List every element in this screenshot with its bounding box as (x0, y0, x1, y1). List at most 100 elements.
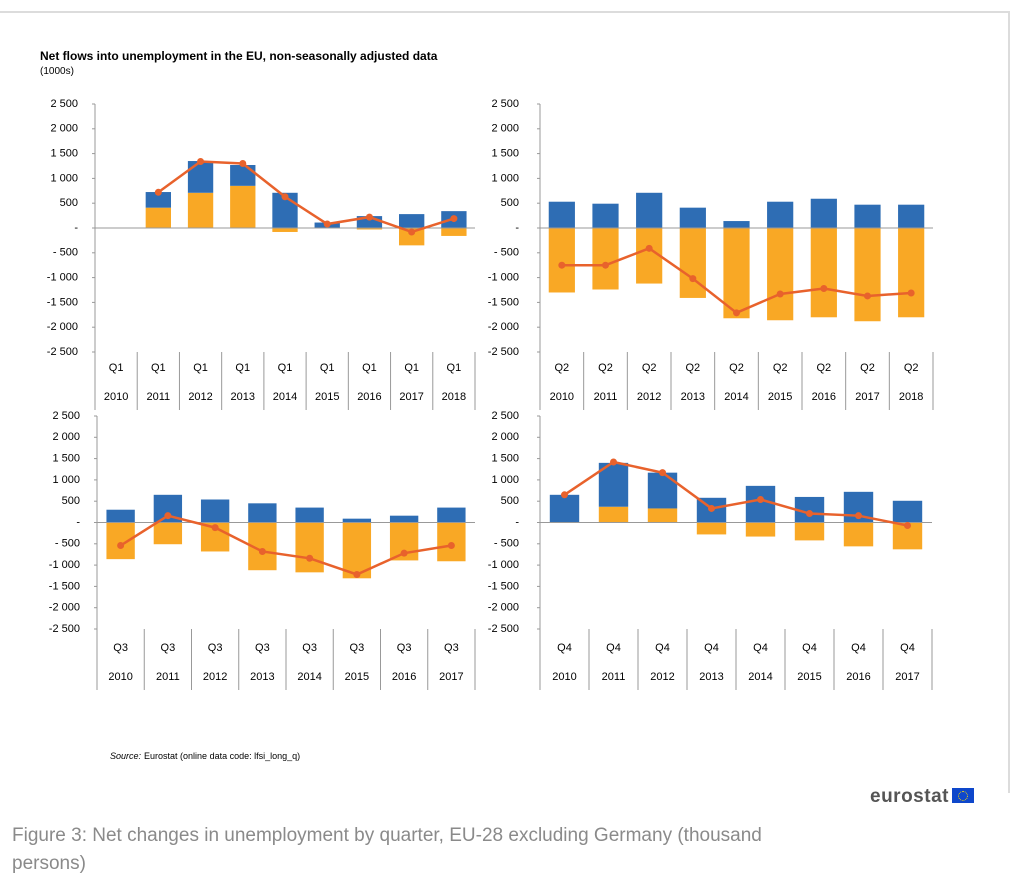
x-tick-label: 2012 (188, 391, 212, 403)
x-tick-label: 2010 (108, 671, 132, 683)
flag (951, 788, 974, 803)
x-tick-label: Q2 (816, 362, 831, 374)
y-tick-label: 2 000 (491, 123, 519, 135)
x-tick-label: 2016 (357, 391, 381, 403)
bar (106, 522, 135, 560)
x-tick-label: 2012 (637, 391, 661, 403)
bar (106, 509, 135, 523)
x-tick-label: 2015 (797, 671, 821, 683)
y-tick-label: 2 500 (50, 98, 78, 110)
line-marker (281, 193, 289, 201)
bar (696, 522, 727, 535)
bar (441, 228, 467, 236)
x-tick-label: Q4 (606, 642, 621, 654)
line-marker (400, 549, 408, 557)
x-tick-label: 2017 (399, 391, 423, 403)
bar (356, 228, 383, 230)
x-tick-label: Q3 (397, 642, 412, 654)
x-tick-label: 2014 (748, 671, 772, 683)
line-marker (450, 215, 458, 223)
line-marker (689, 275, 697, 283)
line-marker (602, 261, 609, 269)
bar (810, 198, 837, 228)
unit-label: (1000s) (40, 66, 74, 77)
bar (810, 228, 837, 318)
source-text: Eurostat (online data code: lfsi_long_q) (144, 751, 301, 761)
y-tick-label: -1 500 (47, 296, 78, 308)
y-tick-label: -1 000 (488, 559, 519, 571)
x-tick-label: 2017 (439, 671, 463, 683)
y-tick-label: -1 500 (488, 296, 519, 308)
bar (145, 192, 171, 208)
line-marker (733, 309, 740, 317)
bar (794, 522, 825, 541)
x-tick-label: Q4 (704, 642, 719, 654)
line-marker (561, 491, 568, 499)
line-marker (904, 521, 911, 529)
y-tick-label: 1 500 (50, 148, 78, 160)
y-tick-label: - (515, 222, 519, 234)
bar (854, 228, 881, 322)
x-tick-label: Q1 (278, 362, 293, 374)
x-tick-label: Q3 (113, 642, 128, 654)
x-tick-label: Q4 (655, 642, 670, 654)
x-tick-label: 2014 (273, 391, 297, 403)
x-tick-label: Q2 (554, 362, 569, 374)
y-tick-label: -1 000 (49, 559, 80, 571)
bar (592, 228, 619, 290)
x-tick-label: Q2 (729, 362, 744, 374)
x-tick-label: 2013 (231, 391, 255, 403)
line-marker (610, 458, 617, 466)
bar (636, 192, 663, 228)
bar (679, 228, 706, 298)
y-tick-label: 2 000 (52, 431, 80, 443)
line-marker (258, 547, 266, 555)
bar (272, 228, 298, 232)
y-tick-label: -2 500 (49, 623, 80, 635)
x-tick-label: 2010 (104, 391, 128, 403)
x-tick-label: 2015 (315, 391, 339, 403)
x-tick-label: Q2 (773, 362, 788, 374)
source-label: Source: (110, 751, 142, 761)
line-marker (117, 542, 125, 550)
y-tick-label: 1 500 (491, 148, 519, 160)
x-tick-label: Q3 (444, 642, 459, 654)
x-tick-label: Q1 (109, 362, 124, 374)
y-tick-label: -2 000 (47, 321, 78, 333)
y-tick-label: 500 (60, 197, 78, 209)
x-tick-label: 2018 (442, 391, 466, 403)
y-tick-label: 500 (501, 495, 519, 507)
line-marker (855, 512, 862, 520)
y-tick-label: -1 000 (47, 272, 78, 284)
x-tick-label: Q2 (598, 362, 613, 374)
bar (230, 165, 256, 186)
x-tick-label: Q4 (802, 642, 817, 654)
y-tick-label: 1 000 (52, 474, 80, 486)
bar (892, 500, 923, 523)
x-tick-label: Q2 (904, 362, 919, 374)
x-tick-label: Q3 (255, 642, 270, 654)
y-tick-label: - (74, 222, 78, 234)
bar (342, 518, 372, 523)
line-marker (757, 495, 764, 503)
y-tick-label: -2 000 (488, 602, 519, 614)
x-tick-label: 2014 (297, 671, 321, 683)
line-marker (365, 213, 373, 221)
x-tick-label: Q4 (900, 642, 915, 654)
x-tick-label: Q1 (320, 362, 335, 374)
x-tick-label: Q1 (362, 362, 377, 374)
bar (745, 522, 776, 537)
bar (187, 192, 214, 228)
y-tick-label: 1 000 (50, 172, 78, 184)
bar (548, 228, 575, 293)
x-tick-label: Q2 (685, 362, 700, 374)
y-tick-label: -2 500 (488, 623, 519, 635)
y-tick-label: - 500 (494, 247, 519, 259)
bar (598, 506, 629, 523)
bar (187, 161, 214, 193)
source: Source: Eurostat (online data code: lfsi_… (110, 751, 300, 761)
x-tick-label: 2013 (699, 671, 723, 683)
x-tick-label: Q4 (753, 642, 768, 654)
